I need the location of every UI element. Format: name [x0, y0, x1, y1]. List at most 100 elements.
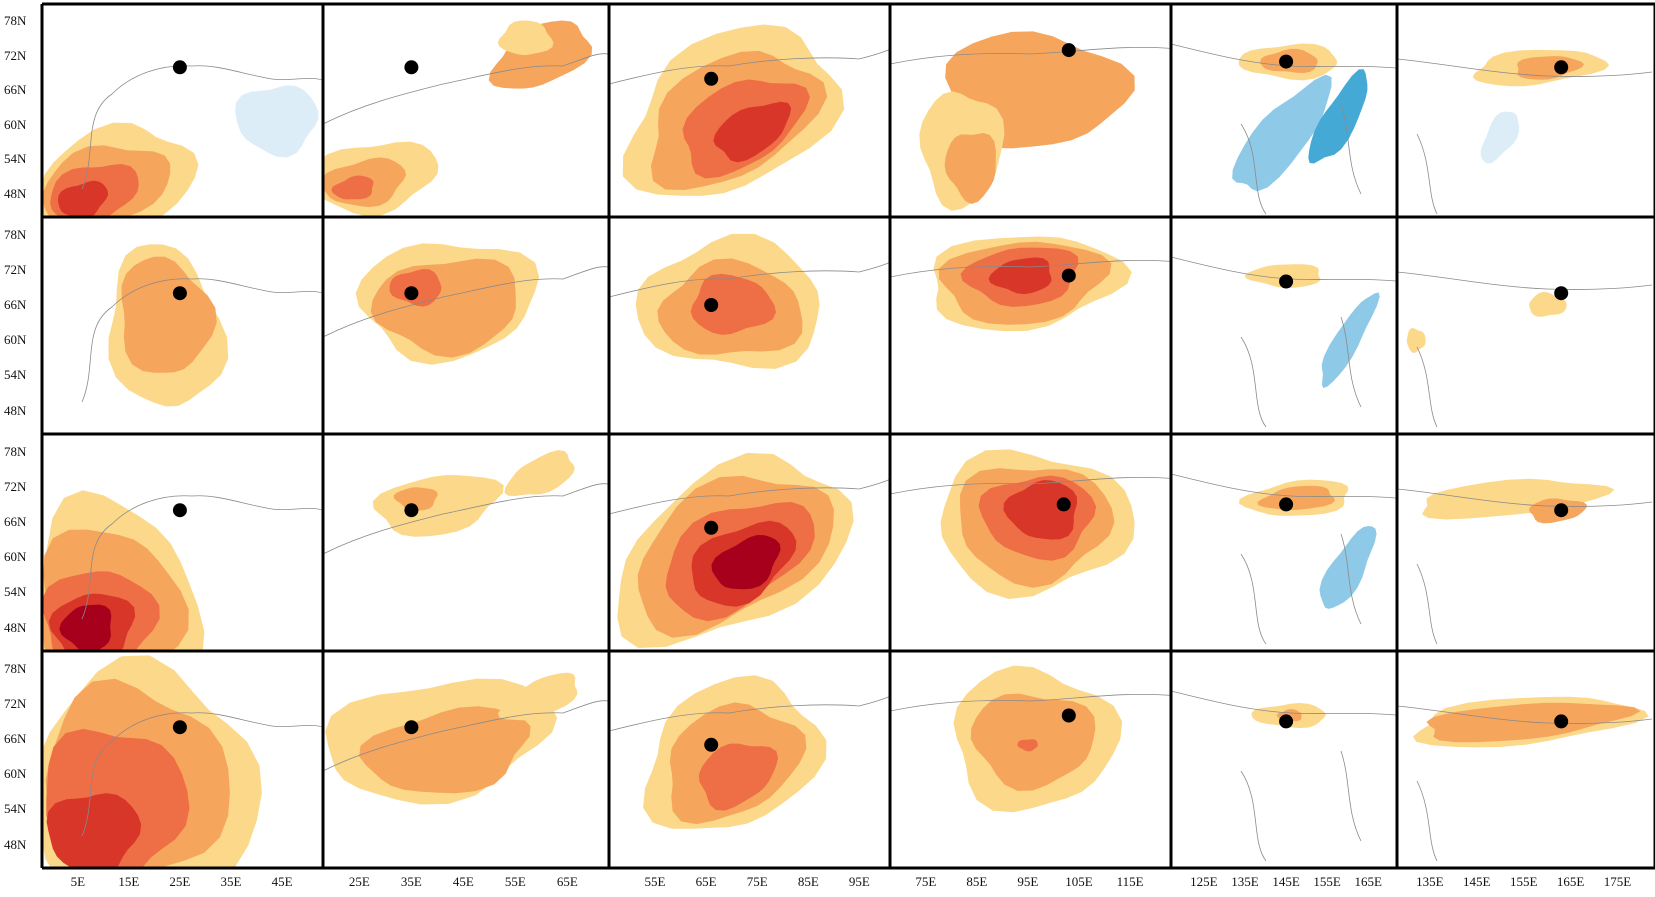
longitude-tick-label: 85E — [966, 874, 988, 889]
map-panel-r3-c6 — [1397, 434, 1655, 651]
station-marker — [404, 60, 419, 75]
anomaly-contour — [59, 604, 112, 651]
longitude-tick-label: 35E — [220, 874, 242, 889]
coastline — [81, 278, 323, 403]
map-panel-r1-c2 — [323, 4, 609, 217]
latitude-tick-label: 78N — [4, 13, 27, 29]
longitude-tick-label: 75E — [746, 874, 768, 889]
map-panel-r4-c3 — [609, 651, 890, 868]
map-panel-r3-c1 — [42, 434, 323, 651]
map-panel-r4-c6 — [1397, 651, 1655, 868]
coastline — [609, 48, 890, 85]
latitude-tick-label: 72N — [4, 261, 27, 277]
longitude-tick-label: 135E — [1231, 874, 1259, 889]
map-panel-r4-c1 — [42, 651, 323, 868]
longitude-tick-label: 155E — [1313, 874, 1341, 889]
longitude-tick-label: 135E — [1416, 874, 1444, 889]
map-panel-r3-c3 — [609, 434, 890, 651]
station-marker — [1056, 497, 1071, 512]
longitude-tick-label: 85E — [797, 874, 819, 889]
latitude-tick-label: 54N — [4, 584, 27, 600]
latitude-tick-label: 48N — [4, 402, 27, 418]
map-panel-r2-c2 — [323, 217, 609, 434]
longitude-tick-label: 95E — [1017, 874, 1039, 889]
coastline — [1397, 271, 1653, 428]
longitude-tick-label: 65E — [695, 874, 717, 889]
latitude-tick-label: 54N — [4, 801, 27, 817]
latitude-tick-label: 66N — [4, 297, 27, 312]
longitude-tick-label: 155E — [1509, 874, 1538, 889]
longitude-tick-label: 55E — [644, 874, 666, 889]
anomaly-contour — [504, 450, 575, 497]
coastline — [1397, 58, 1653, 215]
coastline — [1397, 705, 1653, 862]
coastline — [81, 712, 323, 837]
map-panel-r2-c5 — [1171, 217, 1397, 434]
station-marker — [1554, 60, 1569, 75]
latitude-tick-label: 72N — [4, 695, 27, 711]
panel-background — [1397, 434, 1655, 651]
latitude-tick-label: 60N — [4, 332, 27, 348]
latitude-tick-label: 66N — [4, 82, 27, 98]
longitude-tick-label: 165E — [1556, 874, 1585, 889]
latitude-tick-label: 60N — [4, 549, 27, 565]
station-marker — [704, 71, 719, 86]
station-marker — [172, 60, 187, 75]
station-marker — [1554, 503, 1569, 518]
station-marker — [1554, 286, 1569, 301]
longitude-tick-label: 45E — [271, 874, 293, 889]
longitude-tick-label: 165E — [1354, 874, 1382, 889]
longitude-tick-label: 25E — [169, 874, 191, 889]
anomaly-contour — [713, 101, 792, 163]
latitude-tick-label: 78N — [4, 443, 27, 459]
longitude-tick-label: 5E — [70, 874, 86, 889]
station-marker — [704, 737, 719, 752]
latitude-tick-label: 60N — [4, 116, 27, 132]
anomaly-contour — [1257, 485, 1336, 511]
anomaly-contour — [46, 793, 142, 868]
station-marker — [404, 286, 419, 301]
longitude-tick-label: 125E — [1190, 874, 1218, 889]
latitude-tick-label: 78N — [4, 660, 27, 676]
map-panel-r2-c1 — [42, 217, 323, 434]
latitude-tick-label: 54N — [4, 367, 27, 383]
latitude-tick-label: 66N — [4, 731, 27, 746]
anomaly-contour — [57, 180, 109, 217]
station-marker — [1061, 43, 1076, 58]
station-marker — [1554, 714, 1569, 729]
station-marker — [404, 503, 419, 518]
station-marker — [172, 720, 187, 735]
map-panel-r4-c5 — [1171, 651, 1397, 868]
longitude-tick-label: 15E — [118, 874, 140, 889]
latitude-axis-labels: 78N 72N 66N 60N 54N 48N 78N 72N 66N 60N 54N 48N 78N 7… — [0, 0, 40, 870]
map-panel-r2-c3 — [609, 217, 890, 434]
latitude-tick-label: 48N — [4, 186, 27, 201]
coastline — [81, 495, 323, 620]
anomaly-contour — [1480, 111, 1520, 164]
map-panel-r2-c6 — [1397, 217, 1655, 434]
coastline — [890, 46, 1171, 65]
anomaly-contour — [393, 487, 438, 511]
longitude-tick-label: 25E — [348, 874, 370, 889]
map-panel-r1-c6 — [1397, 4, 1655, 217]
longitude-tick-label: 75E — [915, 874, 937, 889]
map-panel-r3-c5 — [1171, 434, 1397, 651]
longitude-tick-label: 115E — [1116, 874, 1144, 889]
map-panel-r3-c2 — [323, 434, 609, 651]
anomaly-contour — [235, 85, 319, 158]
coastline — [323, 483, 609, 555]
station-marker — [1279, 714, 1294, 729]
station-marker — [1061, 708, 1076, 723]
latitude-tick-label: 72N — [4, 478, 27, 494]
map-panel-r4-c2 — [323, 651, 609, 868]
panel-background — [1171, 651, 1397, 868]
longitude-tick-label: 55E — [504, 874, 526, 889]
anomaly-contour — [1422, 478, 1615, 520]
latitude-tick-label: 48N — [4, 619, 27, 635]
panel-background — [1397, 217, 1655, 434]
coastline — [609, 695, 890, 732]
station-marker — [704, 298, 719, 312]
coastline — [1397, 488, 1653, 645]
anomaly-contour — [1321, 292, 1380, 389]
map-panel-r2-c4 — [890, 217, 1171, 434]
